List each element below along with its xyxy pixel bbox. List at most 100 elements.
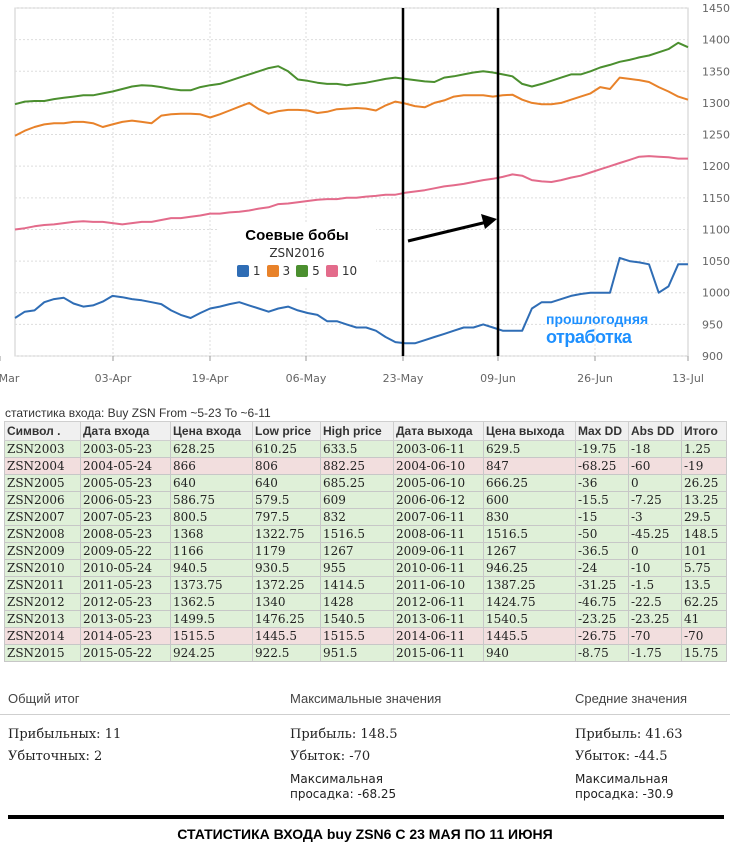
table-header-cell[interactable]: Abs DD <box>628 421 682 441</box>
table-cell: 806 <box>252 457 321 475</box>
table-cell: -60 <box>628 457 682 475</box>
y-tick-label: 1200 <box>702 160 730 173</box>
table-cell: 29.5 <box>681 508 727 526</box>
table-cell: 866 <box>170 457 253 475</box>
series-line-10 <box>14 155 688 231</box>
table-cell: 2010-06-11 <box>393 559 484 577</box>
table-header-cell[interactable]: Дата входа <box>80 421 171 441</box>
table-cell: 800.5 <box>170 508 253 526</box>
table-cell: 1516.5 <box>483 525 576 543</box>
summary-max-profit: Прибыль: 148.5 <box>290 727 398 742</box>
y-tick-label: 1100 <box>702 223 730 236</box>
table-row: ZSN2007 2007-05-23 800.5 797.5 832 2007-06-11… <box>4 508 727 526</box>
table-cell: -31.25 <box>575 576 629 594</box>
table-header-cell[interactable]: Символ . <box>4 421 81 441</box>
table-cell: 15.75 <box>681 644 727 662</box>
summary-max-heading: Максимальные значения <box>290 691 442 706</box>
table-cell: 2014-06-11 <box>393 627 484 645</box>
table-cell: 2014-05-23 <box>80 627 171 645</box>
table-row: ZSN2008 2008-05-23 1368 1322.75 1516.5 2008-0… <box>4 525 727 543</box>
table-cell: 2004-06-10 <box>393 457 484 475</box>
legend-item-3[interactable]: 3 <box>266 264 290 278</box>
table-header-cell[interactable]: Low price <box>252 421 321 441</box>
table-cell: 1267 <box>320 542 394 560</box>
table-header-cell[interactable]: Итого <box>681 421 727 441</box>
table-cell: 5.75 <box>681 559 727 577</box>
table-header-cell[interactable]: Дата выхода <box>393 421 484 441</box>
table-row: ZSN2015 2015-05-22 924.25 922.5 951.5 2015-06… <box>4 644 727 662</box>
table-cell: 955 <box>320 559 394 577</box>
annotation-arrow-shaft <box>407 220 488 243</box>
table-cell: 2015-06-11 <box>393 644 484 662</box>
table-row: ZSN2012 2012-05-23 1362.5 1340 1428 2012-06-1… <box>4 593 727 611</box>
plot-area <box>14 7 689 357</box>
table-cell: 1267 <box>483 542 576 560</box>
legend-items: 1 3 5 10 <box>218 264 376 278</box>
y-tick-label: 950 <box>702 318 723 331</box>
table-cell: 2009-05-22 <box>80 542 171 560</box>
table-row: ZSN2010 2010-05-24 940.5 930.5 955 2010-06-11… <box>4 559 727 577</box>
table-cell: -36.5 <box>575 542 629 560</box>
table-cell: 101 <box>681 542 727 560</box>
table-cell: 922.5 <box>252 644 321 662</box>
table-cell: 62.25 <box>681 593 727 611</box>
table-cell: 1362.5 <box>170 593 253 611</box>
table-cell: 2006-06-12 <box>393 491 484 509</box>
table-cell: 640 <box>252 474 321 492</box>
table-cell: 951.5 <box>320 644 394 662</box>
table-cell: 1499.5 <box>170 610 253 628</box>
x-tick-label: 19-Apr <box>192 372 229 385</box>
legend-item-5[interactable]: 5 <box>296 264 320 278</box>
table-cell: -36 <box>575 474 629 492</box>
table-header-cell[interactable]: High price <box>320 421 394 441</box>
table-cell: 2012-06-11 <box>393 593 484 611</box>
x-tick-label: 06-May <box>286 372 327 385</box>
summary-max-loss: Убыток: -70 <box>290 749 371 764</box>
table-cell: 1372.25 <box>252 576 321 594</box>
table-header-cell[interactable]: Цена входа <box>170 421 253 441</box>
table-cell: -50 <box>575 525 629 543</box>
table-cell: 1387.25 <box>483 576 576 594</box>
table-cell: -22.5 <box>628 593 682 611</box>
legend-item-10[interactable]: 10 <box>325 264 357 278</box>
table-cell: -46.75 <box>575 593 629 611</box>
annotation-arrow-head <box>481 214 497 229</box>
y-tick-label: 1000 <box>702 287 730 300</box>
table-cell: 1476.25 <box>252 610 321 628</box>
legend-swatch <box>296 265 309 277</box>
table-cell: 882.25 <box>320 457 394 475</box>
summary-max-drawdown: Максимальная просадка: -68.25 <box>290 772 396 802</box>
table-cell: 610.25 <box>252 440 321 458</box>
table-cell: 1515.5 <box>170 627 253 645</box>
table-cell: 13.5 <box>681 576 727 594</box>
y-tick-label: 1050 <box>702 255 730 268</box>
table-row: ZSN2005 2005-05-23 640 640 685.25 2005-06-10 6… <box>4 474 727 492</box>
table-cell: 2011-06-10 <box>393 576 484 594</box>
summary-avg-loss: Убыток: -44.5 <box>575 749 668 764</box>
table-cell: 2008-05-23 <box>80 525 171 543</box>
table-header-cell[interactable]: Max DD <box>575 421 629 441</box>
stats-caption: статистика входа: Buy ZSN From ~5-23 To … <box>5 406 271 420</box>
chart-subtitle: ZSN2016 <box>269 246 325 260</box>
table-cell: 1373.75 <box>170 576 253 594</box>
legend-swatch <box>325 265 338 277</box>
legend-item-1[interactable]: 1 <box>236 264 261 278</box>
table-cell: 1515.5 <box>320 627 394 645</box>
table-cell: 600 <box>483 491 576 509</box>
table-cell: -15 <box>575 508 629 526</box>
x-tick-label: 09-Jun <box>480 372 516 385</box>
table-header-cell[interactable]: Цена выхода <box>483 421 576 441</box>
table-cell: 1540.5 <box>320 610 394 628</box>
table-cell: 2015-05-22 <box>80 644 171 662</box>
summary-avg-profit: Прибыль: 41.63 <box>575 727 683 742</box>
table-cell: -70 <box>681 627 727 645</box>
table-cell: -10 <box>628 559 682 577</box>
y-tick-label: 900 <box>702 350 723 363</box>
table-cell: -19.75 <box>575 440 629 458</box>
table-row: ZSN2014 2014-05-23 1515.5 1445.5 1515.5 2014-… <box>4 627 727 645</box>
table-cell: 1540.5 <box>483 610 576 628</box>
series-line-1 <box>14 256 688 345</box>
stats-table: Символ . Дата входа Цена входа Low price Hig… <box>4 421 727 662</box>
summary-total-heading: Общий итог <box>8 691 80 706</box>
table-cell: -26.75 <box>575 627 629 645</box>
